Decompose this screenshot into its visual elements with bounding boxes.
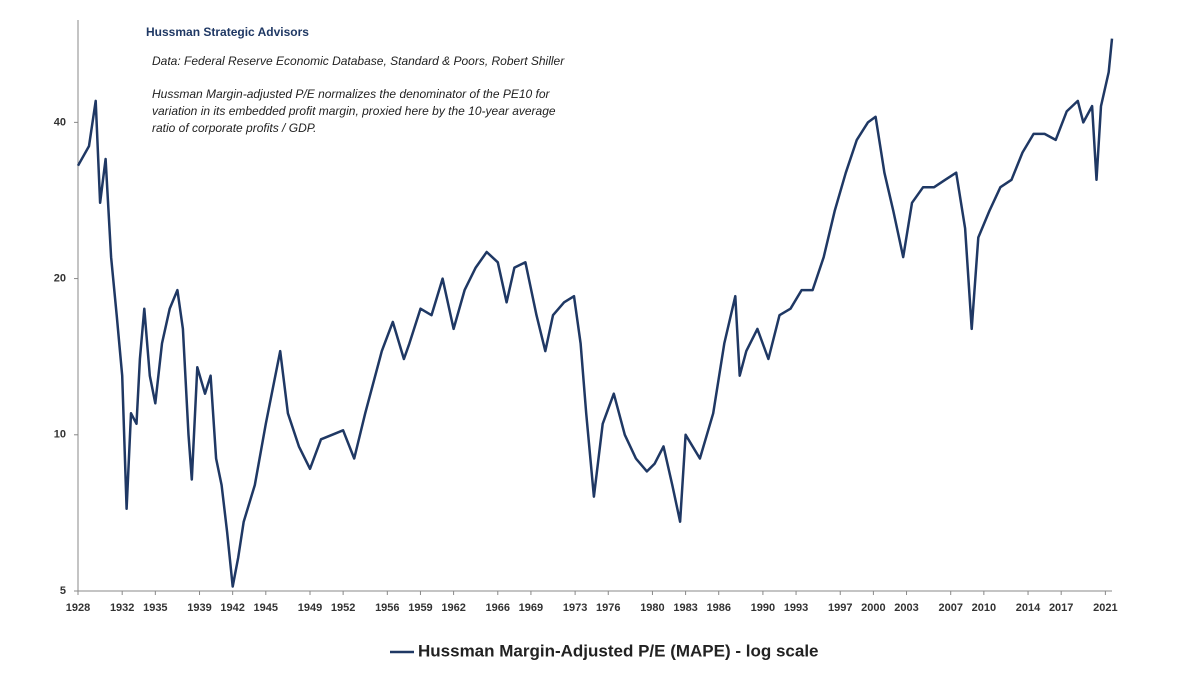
x-tick-label: 1956 [375, 602, 399, 614]
x-tick-label: 1986 [706, 602, 730, 614]
x-tick-label: 2007 [938, 602, 962, 614]
note-line: variation in its embedded profit margin,… [152, 104, 556, 118]
x-tick-label: 2021 [1093, 602, 1117, 614]
x-tick-label: 2000 [861, 602, 885, 614]
x-tick-label: 1959 [408, 602, 432, 614]
x-tick-label: 1935 [143, 602, 167, 614]
note-line: Hussman Margin-adjusted P/E normalizes t… [152, 87, 551, 101]
x-tick-label: 1932 [110, 602, 134, 614]
x-tick-label: 1976 [596, 602, 620, 614]
x-tick-label: 1942 [220, 602, 244, 614]
x-tick-label: 2017 [1049, 602, 1073, 614]
x-tick-label: 1928 [66, 602, 90, 614]
note-line: ratio of corporate profits / GDP. [152, 121, 317, 135]
x-tick-label: 1945 [254, 602, 278, 614]
y-tick-label: 20 [54, 272, 66, 284]
x-tick-label: 1969 [519, 602, 543, 614]
x-tick-label: 1939 [187, 602, 211, 614]
x-tick-label: 1949 [298, 602, 322, 614]
x-tick-label: 2010 [972, 602, 996, 614]
y-tick-label: 5 [60, 585, 66, 597]
x-tick-label: 1980 [640, 602, 664, 614]
x-tick-label: 2014 [1016, 602, 1041, 614]
x-tick-label: 1966 [486, 602, 510, 614]
y-tick-label: 40 [54, 116, 66, 128]
x-tick-label: 1973 [563, 602, 587, 614]
source: Hussman Strategic Advisors [146, 25, 309, 39]
x-tick-label: 1962 [441, 602, 465, 614]
data-note: Data: Federal Reserve Economic Database,… [152, 54, 565, 68]
x-tick-label: 1997 [828, 602, 852, 614]
x-tick-label: 2003 [894, 602, 918, 614]
x-tick-label: 1952 [331, 602, 355, 614]
x-tick-label: 1993 [784, 602, 808, 614]
legend-label: Hussman Margin-Adjusted P/E (MAPE) - log… [418, 641, 819, 660]
data-line [76, 38, 1114, 588]
x-tick-label: 1990 [751, 602, 775, 614]
y-tick-label: 10 [54, 429, 66, 441]
x-tick-label: 1983 [673, 602, 697, 614]
